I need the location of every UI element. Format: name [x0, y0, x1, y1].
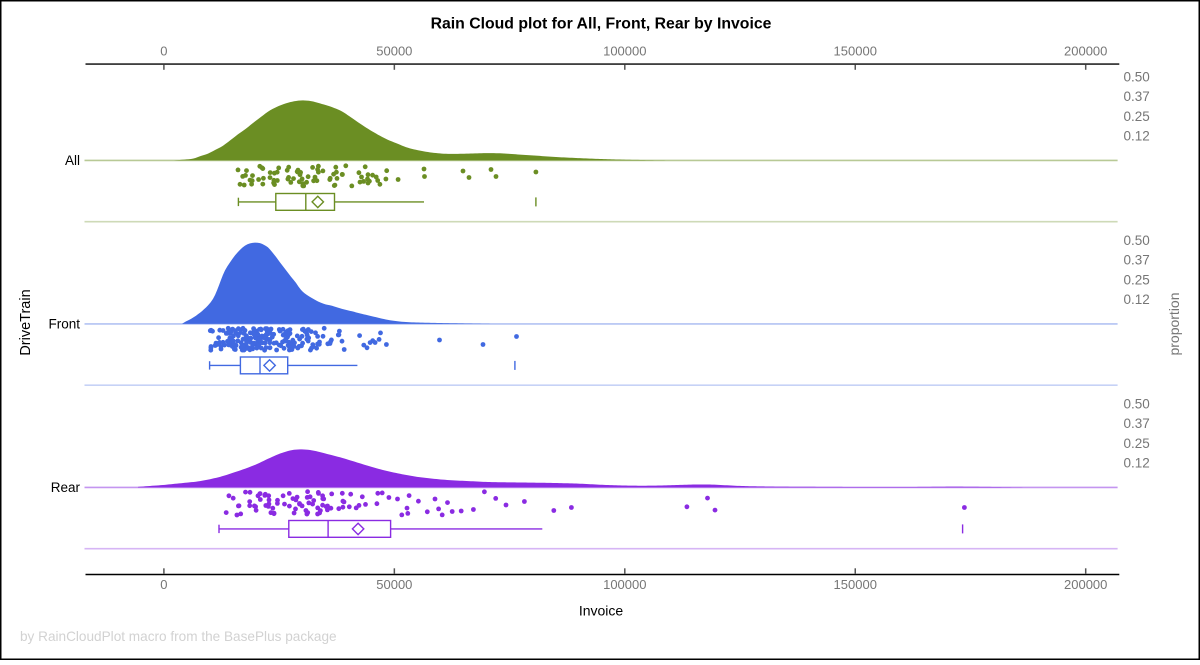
svg-text:0: 0 — [160, 43, 167, 58]
svg-text:150000: 150000 — [834, 43, 877, 58]
svg-text:200000: 200000 — [1064, 43, 1107, 58]
svg-text:Invoice: Invoice — [579, 603, 624, 619]
svg-text:0.25: 0.25 — [1124, 436, 1150, 451]
svg-text:0.50: 0.50 — [1124, 69, 1150, 84]
svg-text:DriveTrain: DriveTrain — [18, 289, 34, 355]
svg-text:Front: Front — [48, 317, 80, 332]
svg-text:0.37: 0.37 — [1124, 89, 1150, 104]
svg-text:0.50: 0.50 — [1124, 233, 1150, 248]
svg-text:proportion: proportion — [1166, 292, 1182, 355]
svg-text:0.37: 0.37 — [1124, 253, 1150, 268]
svg-text:Rear: Rear — [51, 480, 81, 495]
svg-text:0.50: 0.50 — [1124, 396, 1150, 411]
svg-text:100000: 100000 — [603, 43, 646, 58]
svg-text:200000: 200000 — [1064, 577, 1107, 592]
svg-text:100000: 100000 — [603, 577, 646, 592]
svg-text:0.25: 0.25 — [1124, 109, 1150, 124]
svg-text:0: 0 — [160, 577, 167, 592]
svg-text:0.37: 0.37 — [1124, 416, 1150, 431]
svg-text:All: All — [65, 153, 80, 168]
svg-text:150000: 150000 — [834, 577, 877, 592]
svg-text:50000: 50000 — [376, 43, 412, 58]
svg-text:by RainCloudPlot macro from th: by RainCloudPlot macro from the BasePlus… — [20, 629, 337, 644]
svg-text:Rain Cloud plot for All, Front: Rain Cloud plot for All, Front, Rear by … — [431, 16, 772, 33]
svg-text:0.12: 0.12 — [1124, 456, 1150, 471]
svg-text:0.12: 0.12 — [1124, 129, 1150, 144]
svg-text:0.12: 0.12 — [1124, 292, 1150, 307]
svg-text:0.25: 0.25 — [1124, 272, 1150, 287]
svg-text:50000: 50000 — [376, 577, 412, 592]
